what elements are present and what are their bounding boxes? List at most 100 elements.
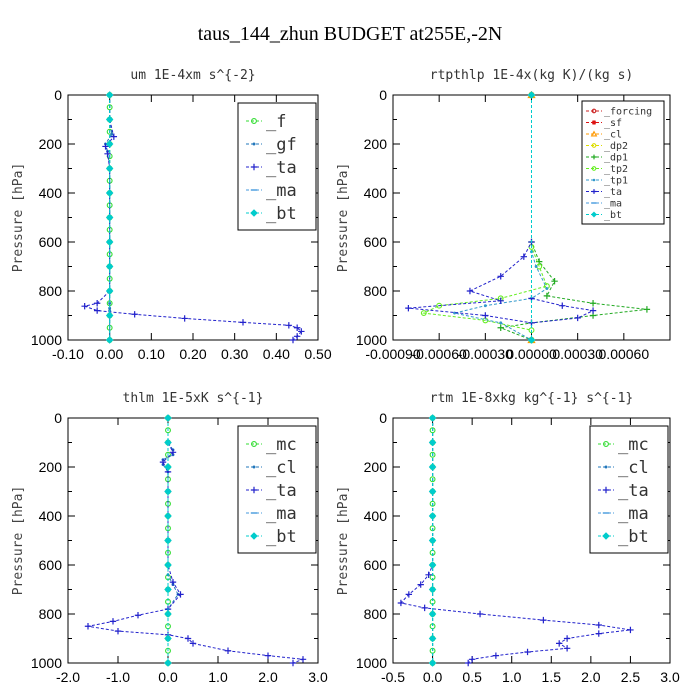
legend-label: _ta [618,481,649,501]
data-point [466,287,474,295]
data-point [589,307,597,314]
panel-title: rtm 1E-8xkg kg^{-1} s^{-1} [430,391,634,406]
y-tick-label: 1000 [356,332,387,348]
series-markers-tp1 [453,93,549,342]
x-tick-label: 1.0 [502,669,522,685]
legend-label: _ma [266,504,297,524]
y-tick-label: 400 [39,508,63,524]
legend-marker [250,486,258,494]
data-point [289,336,297,344]
data-point [181,315,188,322]
y-tick-label: 1000 [356,655,387,671]
x-tick-label: -0.00090 [365,346,420,362]
data-point [110,133,118,140]
data-point [105,311,114,320]
legend-entry: _forcing [586,107,652,118]
x-tick-label: 3.0 [660,669,680,685]
data-point [184,635,192,642]
x-tick-label: 0.20 [179,346,206,362]
y-axis-label: Pressure [hPa] [11,163,26,273]
legend-label: _mc [618,435,649,455]
data-point [476,610,484,618]
y-tick-label: 400 [364,185,388,201]
data-point [106,128,113,135]
data-point [425,571,432,578]
legend-marker [590,130,598,137]
data-point [189,640,197,647]
series-markers-ta [405,91,597,344]
data-point [108,301,112,305]
legend-label: _ta [604,187,622,198]
data-point [164,463,172,471]
x-tick-label: 3.0 [308,669,328,685]
data-point [299,656,307,663]
legend-marker [603,441,609,447]
data-point [556,640,563,647]
x-tick-label: -1.0 [106,669,130,685]
series-line-cl [162,418,179,663]
data-point [164,634,172,643]
series-group [81,91,305,344]
data-point [428,414,437,422]
data-point [428,634,437,643]
legend-label: _bt [618,527,649,547]
series-group [84,414,307,667]
data-point [93,307,101,314]
x-tick-label: 1.0 [208,669,228,685]
data-point [428,512,437,520]
legend: _mc _cl _ta _ma _bt [589,425,669,554]
data-point [417,581,424,588]
y-tick-label: 600 [39,234,63,250]
legend-entry: _bt [246,527,297,547]
y-tick-label: 800 [364,606,388,622]
data-point [285,322,293,329]
legend-label: _ta [266,481,297,501]
data-point [428,561,437,569]
series-line-tp2 [422,95,548,340]
y-tick-label: 0 [54,87,62,103]
data-point [595,621,602,629]
legend-marker [591,189,597,194]
data-point [105,287,114,295]
data-point [492,652,500,659]
legend-entry: _bt [246,204,297,224]
legend-label: _cl [618,458,649,478]
legend-label: _f [266,112,286,132]
data-point [105,164,114,173]
legend-label: _bt [266,204,297,224]
y-axis-label: Pressure [hPa] [11,486,26,596]
data-point [131,311,138,318]
legend-entry: _bt [598,527,649,547]
data-point [428,536,437,545]
legend-entry: _gf [246,135,297,155]
x-tick-label: 0.5 [462,669,482,685]
data-point [105,213,114,222]
data-point [134,612,142,619]
data-point [429,427,436,434]
panel-title: thlm 1E-5xK s^{-1} [123,391,264,406]
y-tick-label: 0 [54,410,62,426]
chart-panel-4: rtm 1E-8xkg kg^{-1} s^{-1} Pressure [hPa]… [336,391,680,685]
series-markers-bt [105,91,114,344]
legend-entry: _mc [598,435,649,455]
legend-label: _ta [266,158,297,178]
x-tick-label: 0.00060 [599,346,650,362]
legend-entry: _bt [586,210,622,221]
chart-panel-3: thlm 1E-5xK s^{-1} Pressure [hPa] 0 200 400 6… [11,391,328,685]
data-point [627,626,634,634]
data-point [574,314,581,322]
legend-marker [250,209,258,217]
data-point [595,630,602,637]
data-point [224,647,232,654]
y-tick-label: 600 [364,234,388,250]
legend: _f _gf _ta _ma _bt [237,102,317,231]
legend-entry: _sf [586,118,622,129]
data-point [105,115,114,124]
x-tick-label: 0.10 [138,346,165,362]
legend-entry: _tp2 [586,164,628,175]
data-point [429,500,436,507]
data-point [110,132,114,136]
legend-marker [250,532,258,540]
chart-panel-2: rtpthlp 1E-4x(kg K)/(kg s) Pressure [hPa]… [336,68,671,362]
legend-label: _cl [604,130,622,141]
